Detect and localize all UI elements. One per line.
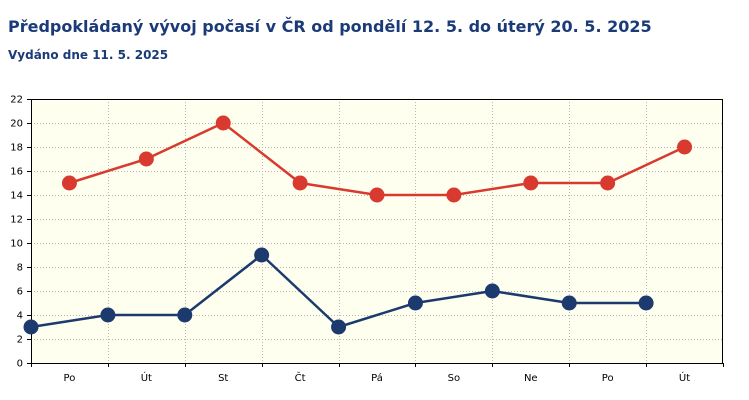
data-point	[23, 319, 39, 335]
plot-area	[31, 99, 723, 363]
y-tick-labels: 0 2 4 6 8 10 12 14 16 18 20 22	[10, 95, 23, 370]
x-tick-label: Ne	[524, 373, 538, 384]
series	[23, 115, 693, 335]
data-point	[600, 175, 616, 191]
data-point	[177, 307, 193, 323]
data-point	[446, 187, 462, 203]
data-point	[61, 175, 77, 191]
x-tick-label: St	[218, 373, 228, 384]
data-point	[407, 295, 423, 311]
data-point	[638, 295, 654, 311]
y-tick-label: 2	[17, 335, 23, 346]
data-point	[100, 307, 116, 323]
series-1	[61, 115, 693, 203]
x-tick-label: Út	[679, 371, 690, 384]
y-tick-label: 6	[17, 287, 23, 298]
x-tick-labels: Po Út St Čt Pá So Ne Po Út	[64, 371, 691, 384]
chart-title: Předpokládaný vývoj počasí v ČR od pondě…	[8, 17, 652, 36]
chart-subtitle: Vydáno dne 11. 5. 2025	[8, 48, 169, 62]
data-point	[254, 247, 270, 263]
y-tick-label: 14	[10, 191, 23, 202]
data-point	[561, 295, 577, 311]
y-tick-label: 8	[17, 263, 23, 274]
data-point	[677, 139, 693, 155]
y-tick-label: 20	[10, 119, 23, 130]
data-point	[523, 175, 539, 191]
y-tick-label: 22	[10, 95, 23, 106]
x-tick-label: Pá	[371, 372, 383, 384]
y-tick-label: 18	[10, 143, 23, 154]
y-tick-label: 0	[17, 359, 23, 370]
x-tick-label: Út	[141, 371, 152, 384]
axes	[27, 99, 724, 367]
y-tick-label: 4	[17, 311, 23, 322]
data-point	[331, 319, 347, 335]
data-point	[484, 283, 500, 299]
y-tick-label: 16	[10, 167, 23, 178]
data-point	[138, 151, 154, 167]
series-2	[23, 247, 654, 335]
x-tick-label: So	[448, 373, 460, 384]
x-tick-label: Čt	[295, 371, 306, 384]
y-tick-label: 12	[10, 215, 23, 226]
x-tick-label: Po	[64, 373, 76, 384]
data-point	[215, 115, 231, 131]
y-tick-label: 10	[10, 239, 23, 250]
data-point	[369, 187, 385, 203]
data-point	[292, 175, 308, 191]
x-tick-label: Po	[602, 373, 614, 384]
